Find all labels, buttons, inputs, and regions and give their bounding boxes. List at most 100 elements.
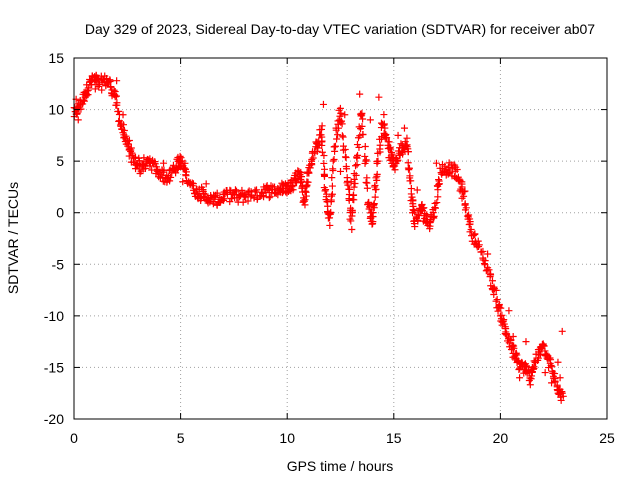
- data-point-marker: [365, 203, 373, 211]
- data-point-marker: [318, 122, 326, 130]
- data-point-marker: [558, 327, 566, 335]
- data-point-marker: [356, 132, 364, 140]
- data-point-marker: [239, 198, 247, 206]
- data-point-marker: [271, 183, 279, 191]
- data-point-marker: [475, 241, 483, 249]
- data-point-marker: [115, 107, 123, 115]
- x-tick-label: 25: [599, 430, 615, 446]
- data-point-marker: [106, 77, 114, 85]
- data-point-marker: [353, 153, 361, 161]
- data-point-marker: [328, 174, 336, 182]
- data-point-marker: [337, 167, 344, 175]
- data-point-marker: [326, 214, 334, 222]
- data-point-marker: [350, 191, 358, 199]
- data-point-marker: [461, 200, 469, 208]
- data-point-marker: [526, 381, 534, 389]
- data-point-marker: [91, 85, 99, 93]
- data-point-marker: [127, 148, 135, 156]
- data-point-marker: [329, 166, 337, 174]
- data-point-marker: [353, 161, 361, 169]
- data-point-marker: [199, 186, 207, 194]
- data-point-marker: [354, 151, 362, 159]
- data-point-marker: [366, 116, 374, 124]
- data-point-marker: [484, 264, 492, 272]
- y-tick-label: 15: [48, 50, 64, 66]
- data-point-marker: [516, 374, 524, 382]
- data-point-marker: [134, 162, 142, 170]
- data-point-marker: [495, 300, 503, 308]
- data-point-marker: [80, 97, 88, 105]
- data-point-marker: [352, 162, 360, 170]
- data-point-marker: [399, 150, 407, 158]
- data-point-marker: [528, 363, 536, 371]
- data-point-marker: [320, 152, 328, 160]
- x-tick-label: 20: [493, 430, 509, 446]
- x-tick-label: 0: [70, 430, 78, 446]
- data-point-marker: [124, 140, 132, 148]
- data-point-marker: [370, 204, 378, 212]
- data-point-marker: [397, 140, 405, 148]
- x-tick-label: 10: [279, 430, 295, 446]
- data-point-marker: [356, 90, 364, 98]
- data-point-marker: [166, 177, 174, 185]
- plot-frame: [73, 57, 608, 420]
- data-point-marker: [522, 338, 530, 346]
- data-point-marker: [493, 296, 501, 304]
- data-point-marker: [530, 364, 538, 372]
- data-point-marker: [337, 110, 345, 118]
- data-point-marker: [294, 167, 302, 175]
- x-tick-label: 15: [386, 430, 402, 446]
- data-point-marker: [411, 223, 419, 231]
- data-point-marker: [202, 180, 210, 188]
- data-point-marker: [301, 201, 309, 209]
- data-point-marker: [359, 130, 367, 138]
- data-point-marker: [297, 177, 305, 185]
- data-point-marker: [400, 124, 408, 132]
- data-point-marker: [432, 159, 440, 167]
- data-point-marker: [103, 74, 111, 82]
- data-point-marker: [414, 210, 422, 218]
- data-point-marker: [369, 209, 377, 217]
- data-point-marker: [334, 131, 342, 139]
- data-point-marker: [535, 348, 543, 356]
- data-point-marker: [513, 351, 521, 359]
- data-point-marker: [125, 137, 133, 145]
- data-point-marker: [510, 344, 518, 352]
- data-point-marker: [300, 197, 308, 205]
- data-point-marker: [74, 116, 82, 124]
- data-point-marker: [153, 165, 161, 173]
- data-point-marker: [189, 180, 197, 188]
- data-point-marker: [160, 166, 168, 174]
- data-point-marker: [540, 342, 548, 350]
- data-point-marker: [509, 332, 517, 340]
- data-point-marker: [484, 250, 492, 258]
- data-point-marker: [420, 204, 428, 212]
- data-point-marker: [372, 174, 380, 182]
- data-point-marker: [365, 198, 373, 206]
- data-point-marker: [297, 175, 305, 183]
- data-point-marker: [338, 117, 346, 125]
- data-point-marker: [394, 131, 402, 139]
- axis-ticks: 0 5 10 15 20 25 -20 -15 -10 -5 0 5 10 15: [44, 50, 615, 446]
- x-axis-label: GPS time / hours: [287, 458, 394, 474]
- data-point-marker: [558, 389, 566, 397]
- data-point-marker: [371, 193, 379, 201]
- data-point-marker: [413, 186, 421, 194]
- data-point-marker: [548, 379, 556, 387]
- data-point-marker: [136, 170, 144, 178]
- data-point-marker: [341, 111, 349, 119]
- data-point-marker: [180, 164, 188, 172]
- data-point-marker: [362, 178, 370, 186]
- data-point-marker: [507, 336, 515, 344]
- data-point-marker: [313, 147, 321, 155]
- data-point-marker: [113, 77, 121, 85]
- data-point-marker: [509, 341, 517, 349]
- data-point-marker: [541, 347, 549, 355]
- y-tick-label: 5: [56, 153, 64, 169]
- data-point-marker: [98, 86, 106, 94]
- data-point-marker: [389, 154, 397, 162]
- data-point-marker: [338, 132, 346, 140]
- data-point-marker: [404, 148, 412, 156]
- data-series: [70, 71, 567, 404]
- data-point-marker: [265, 194, 273, 202]
